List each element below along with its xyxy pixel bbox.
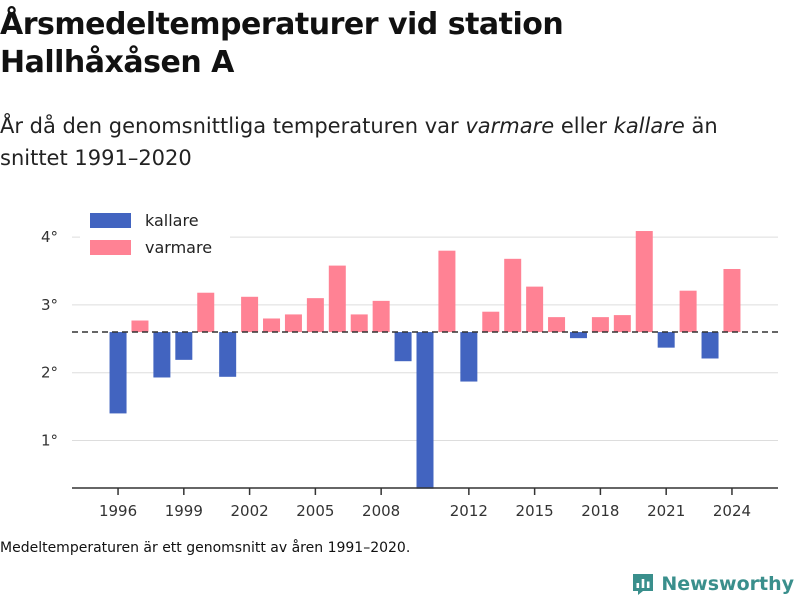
chart-subtitle: År då den genomsnittliga temperaturen va… bbox=[0, 110, 780, 174]
legend-label-kallare: kallare bbox=[145, 211, 199, 230]
subtitle-text-end: än snittet 1991–2020 bbox=[0, 114, 718, 170]
bar-2011 bbox=[438, 250, 456, 333]
temperature-bar-chart: 1° 2° 3° 4° 1996 1999 2002 2005 2008 2012 2015 2018… bbox=[40, 211, 778, 520]
bar-2001 bbox=[219, 332, 237, 377]
bar-2009 bbox=[394, 332, 412, 362]
x-tick-label: 2012 bbox=[450, 502, 488, 520]
bar-2024 bbox=[723, 268, 741, 333]
bar-2020 bbox=[635, 231, 653, 333]
x-tick-label: 1999 bbox=[165, 502, 203, 520]
subtitle-text-start: År då den genomsnittliga temperaturen va… bbox=[0, 114, 466, 138]
newsworthy-logo-icon bbox=[633, 574, 654, 595]
brand-logo: Newsworthy bbox=[631, 568, 794, 600]
bar-1996 bbox=[109, 332, 127, 414]
chart-title: Årsmedeltemperaturer vid station Hallhåx… bbox=[0, 7, 564, 80]
bar-2018 bbox=[591, 317, 609, 333]
y-tick-label: 2° bbox=[41, 364, 58, 382]
bar-1998 bbox=[153, 332, 171, 378]
bar-1999 bbox=[175, 332, 193, 360]
subtitle-text-middle: eller bbox=[554, 114, 614, 138]
bar-1997 bbox=[131, 320, 149, 333]
x-tick-label: 2018 bbox=[581, 502, 619, 520]
subtitle-cold-word: kallare bbox=[613, 114, 685, 138]
bar-2008 bbox=[372, 300, 390, 333]
bar-2005 bbox=[306, 298, 324, 333]
bar-2006 bbox=[328, 265, 346, 333]
bar-2019 bbox=[613, 315, 631, 333]
x-tick-label: 2021 bbox=[647, 502, 685, 520]
bar-2015 bbox=[526, 286, 544, 333]
bar-2003 bbox=[263, 318, 281, 333]
x-tick-label: 1996 bbox=[99, 502, 137, 520]
bar-2004 bbox=[284, 314, 302, 333]
bar-2016 bbox=[548, 317, 566, 333]
legend-label-varmare: varmare bbox=[145, 238, 212, 257]
legend-swatch-kallare bbox=[90, 213, 131, 228]
brand-name: Newsworthy bbox=[661, 573, 794, 595]
bar-2007 bbox=[350, 314, 368, 333]
chart-footnote: Medeltemperaturen är ett genomsnitt av å… bbox=[0, 540, 411, 556]
y-tick-label: 1° bbox=[41, 432, 58, 450]
y-tick-label: 4° bbox=[41, 228, 58, 246]
bar-2000 bbox=[197, 292, 215, 333]
bar-2002 bbox=[241, 296, 259, 333]
bar-2021 bbox=[657, 332, 675, 348]
x-tick-label: 2008 bbox=[362, 502, 400, 520]
legend-swatch-varmare bbox=[90, 240, 131, 255]
bar-2013 bbox=[482, 311, 500, 333]
bar-2014 bbox=[504, 258, 522, 333]
x-tick-label: 2002 bbox=[231, 502, 269, 520]
y-tick-label: 3° bbox=[41, 296, 58, 314]
bar-2010 bbox=[416, 332, 434, 489]
x-tick-label: 2005 bbox=[296, 502, 334, 520]
x-tick-label: 2024 bbox=[713, 502, 751, 520]
bar-2022 bbox=[679, 290, 697, 333]
subtitle-warm-word: varmare bbox=[465, 114, 555, 138]
bar-2012 bbox=[460, 332, 478, 382]
bar-2017 bbox=[569, 332, 587, 339]
bar-2023 bbox=[701, 332, 719, 359]
x-tick-label: 2015 bbox=[516, 502, 554, 520]
